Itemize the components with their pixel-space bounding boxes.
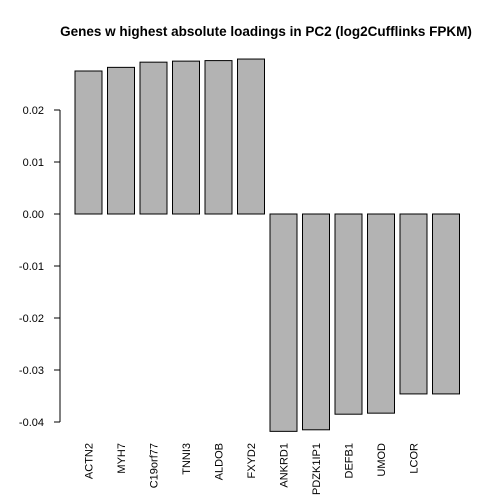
x-tick-label: ALDOB [214,443,226,480]
bar-umod [367,213,395,414]
y-tick-label: 0.00 [23,209,44,221]
y-tick-label: 0.01 [23,157,44,169]
y-tick-label: 0.02 [23,105,44,117]
bar-aldob [204,60,233,215]
x-axis-labels: ACTN2 MYH7 C19orf77 TNNI3 ALDOB FXYD2 ANKRD1 PD… [84,443,421,495]
bar-actn2 [74,70,103,215]
bar-fxyd2 [237,58,265,215]
y-tick-label: -0.01 [19,261,44,273]
x-tick-label: FXYD2 [246,443,258,478]
bar-c19orf77 [139,61,168,215]
x-tick-label: MYH7 [116,443,128,474]
x-tick-label: ACTN2 [84,443,96,479]
y-tick-label: -0.03 [19,365,44,377]
x-tick-label: C19orf77 [149,443,161,488]
x-tick-label: LCOR [409,443,421,474]
y-tick-label: -0.04 [19,417,44,429]
x-tick-label: TNNI3 [181,443,193,475]
x-tick-label: UMOD [376,443,388,477]
chart-title: Genes w highest absolute loadings in PC2… [60,24,472,39]
y-tick-label: -0.02 [19,313,44,325]
bar-tnni3 [172,60,200,215]
x-tick-label: DEFB1 [344,443,356,478]
bar-item-12 [432,213,460,395]
bar-ankrd1 [269,213,298,432]
x-tick-label: PDZK1IP1 [311,443,323,495]
x-tick-label: ANKRD1 [279,443,291,488]
bar-pdzk1ip1 [302,213,330,431]
bar-lcor [399,213,428,395]
bar-defb1 [334,213,363,415]
bar-myh7 [107,66,135,215]
bars-group [74,58,460,432]
y-axis: -0.04 -0.03 -0.02 -0.01 0.00 0.01 0.02 [19,105,61,429]
